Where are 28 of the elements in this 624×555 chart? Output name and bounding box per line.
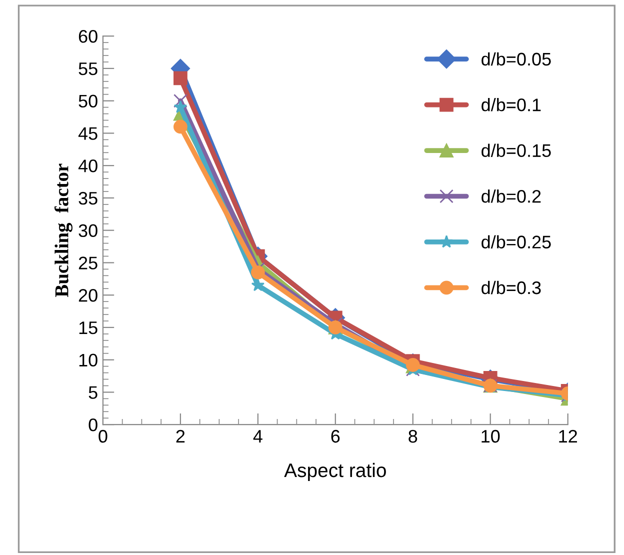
- legend-label: d/b=0.1: [482, 98, 541, 112]
- y-tick-label: 40: [78, 160, 98, 172]
- y-tick-label: 20: [78, 289, 98, 302]
- x-axis-title: Aspect ratio: [284, 462, 386, 482]
- legend-label: d/b=0.05: [482, 52, 551, 66]
- legend-label: d/b=0.15: [482, 144, 551, 158]
- x-tick-label: 0: [98, 430, 108, 443]
- y-tick-label: 5: [88, 386, 98, 399]
- legend-label: d/b=0.25: [482, 235, 551, 248]
- y-axis-title: Buckling factor: [54, 164, 72, 297]
- x-tick-label: 10: [482, 430, 500, 443]
- y-tick-label: 45: [78, 127, 98, 140]
- y-tick-label: 55: [78, 62, 98, 76]
- legend-label: d/b=0.2: [482, 189, 541, 203]
- y-tick-label: 25: [78, 256, 98, 270]
- legend-label: d/b=0.3: [482, 280, 541, 294]
- y-tick-label: 0: [88, 418, 98, 432]
- x-tick-label: 8: [408, 430, 418, 443]
- y-tick-label: 10: [79, 354, 98, 367]
- x-tick-label: 12: [559, 430, 577, 443]
- y-tick-label: 30: [78, 224, 98, 238]
- y-tick-label: 15: [79, 322, 98, 334]
- x-tick-label: 4: [253, 430, 262, 443]
- y-tick-label: 60: [78, 30, 98, 43]
- x-tick-label: 6: [331, 430, 340, 443]
- y-tick-label: 35: [78, 192, 98, 205]
- x-tick-label: 2: [176, 430, 185, 443]
- y-tick-label: 50: [78, 94, 98, 108]
